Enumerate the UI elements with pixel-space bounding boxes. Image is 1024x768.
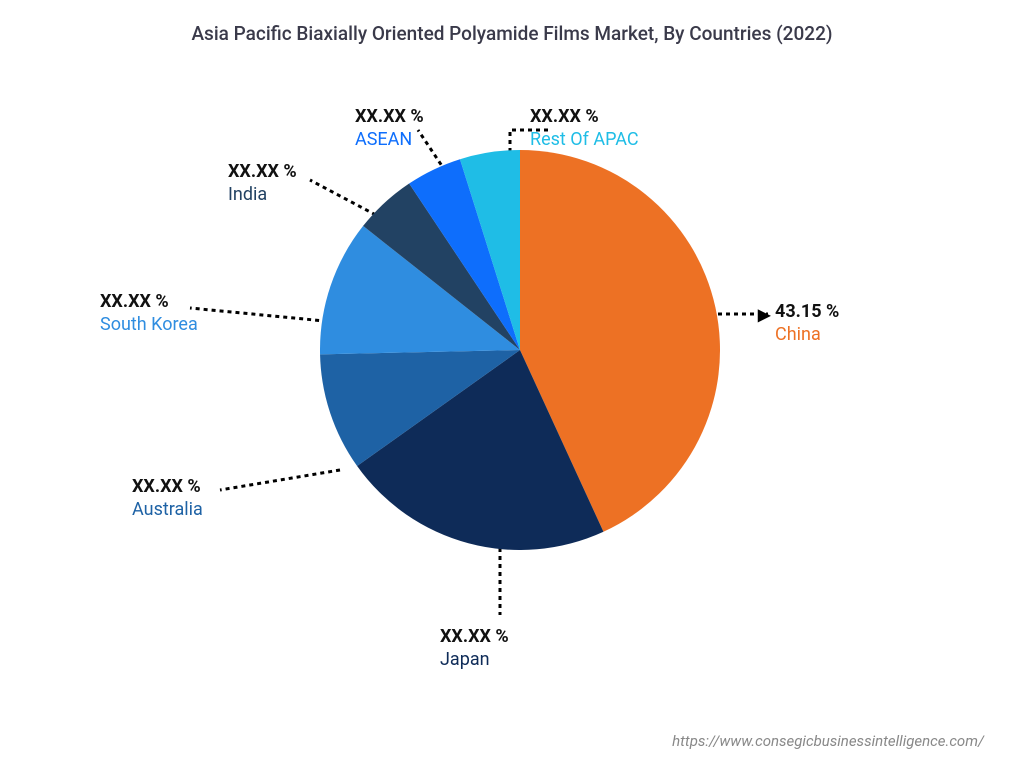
slice-country: India — [228, 183, 297, 206]
pie-chart — [320, 150, 720, 550]
slice-label: XX.XX %South Korea — [100, 290, 198, 337]
arrowhead-icon: ▶ — [757, 305, 771, 324]
slice-country: South Korea — [100, 313, 198, 336]
slice-label: XX.XX %Rest Of APAC — [530, 105, 639, 152]
slice-country: ASEAN — [355, 128, 424, 151]
slice-value: XX.XX % — [355, 105, 424, 128]
slice-country: China — [775, 323, 839, 346]
slice-value: XX.XX % — [530, 105, 639, 128]
slice-country: Rest Of APAC — [530, 128, 639, 151]
slice-country: Japan — [440, 648, 509, 671]
slice-value: XX.XX % — [228, 160, 297, 183]
slice-value: 43.15 % — [775, 300, 839, 323]
slice-label: XX.XX %Japan — [440, 625, 509, 672]
source-url: https://www.consegicbusinessintelligence… — [672, 732, 984, 750]
slice-label: XX.XX %India — [228, 160, 297, 207]
leader-line — [190, 308, 335, 322]
chart-title: Asia Pacific Biaxially Oriented Polyamid… — [0, 0, 1024, 45]
slice-value: XX.XX % — [100, 290, 198, 313]
chart-area: ▶ 43.15 %ChinaXX.XX %JapanXX.XX %Austral… — [0, 70, 1024, 710]
slice-value: XX.XX % — [132, 475, 203, 498]
slice-label: XX.XX %ASEAN — [355, 105, 424, 152]
slice-label: 43.15 %China — [775, 300, 839, 347]
slice-value: XX.XX % — [440, 625, 509, 648]
slice-label: XX.XX %Australia — [132, 475, 203, 522]
slice-country: Australia — [132, 498, 203, 521]
